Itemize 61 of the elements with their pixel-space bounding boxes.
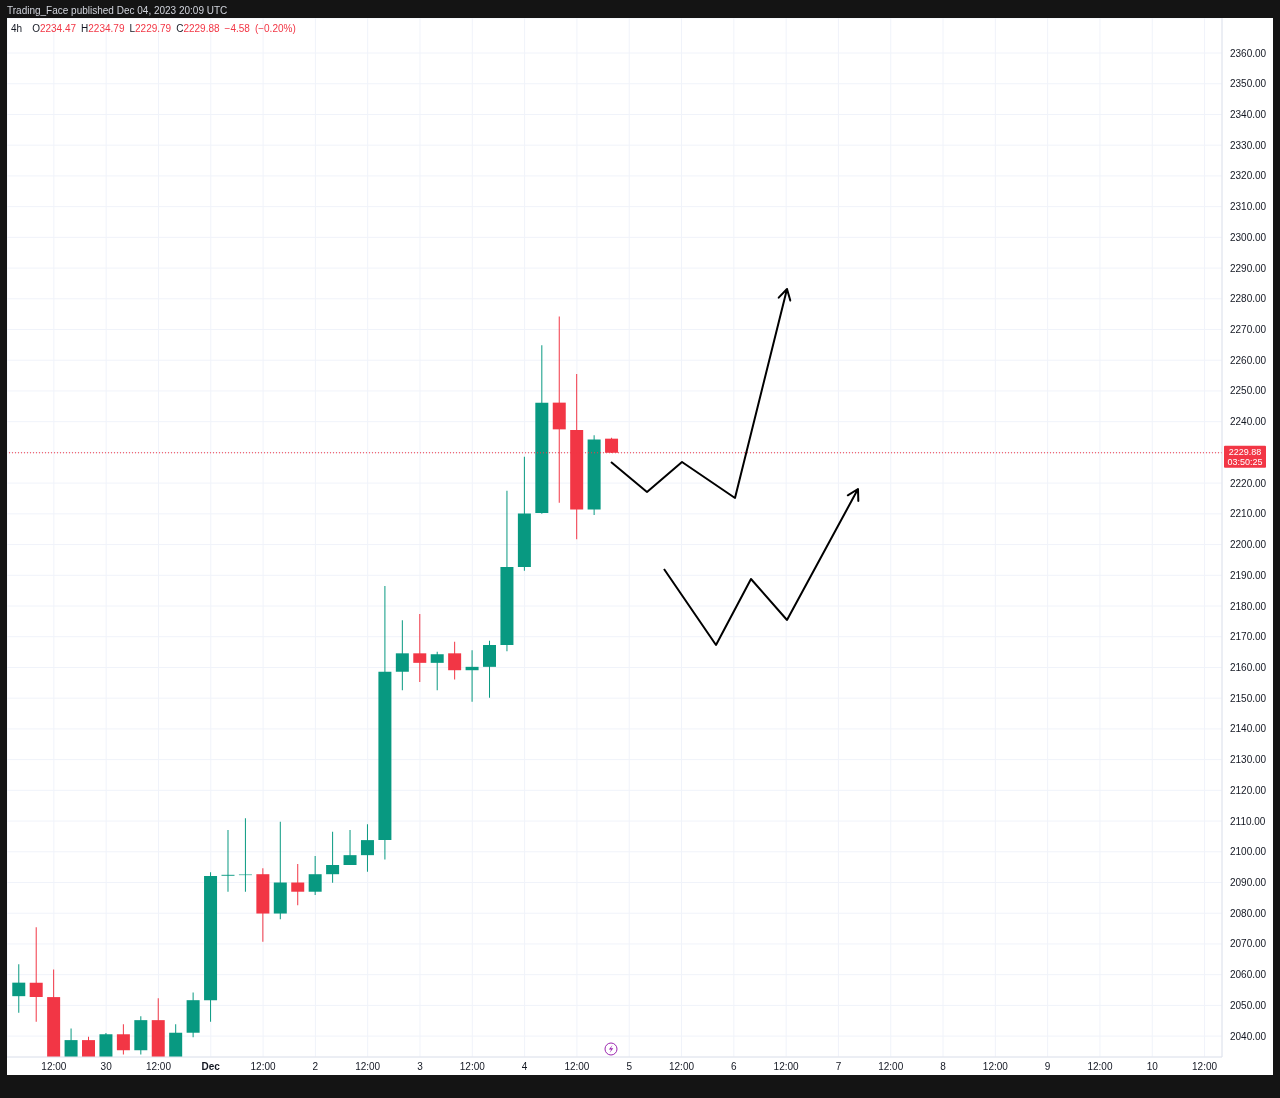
y-tick-label: 2300.00	[1230, 231, 1267, 243]
x-tick-label: 12:00	[250, 1061, 277, 1072]
x-tick-label: 30	[100, 1061, 113, 1072]
x-tick-label: Dec	[201, 1061, 221, 1072]
x-tick-label: 12:00	[145, 1061, 172, 1072]
y-tick-label: 2220.00	[1230, 477, 1267, 489]
x-tick-label: 12:00	[564, 1061, 590, 1072]
x-tick-label: 12:00	[1192, 1061, 1218, 1072]
x-tick-label: 8	[940, 1061, 947, 1072]
y-tick-label: 2190.00	[1230, 569, 1267, 581]
y-tick-label: 2280.00	[1230, 293, 1267, 305]
x-tick-label: 12:00	[669, 1061, 695, 1072]
text: Trading_Face published Dec 04, 2023 20:09 UTC	[7, 5, 228, 17]
y-tick-label: 2150.00	[1230, 692, 1267, 704]
y-tick-label: 2180.00	[1230, 600, 1267, 612]
y-tick-label: 2100.00	[1230, 846, 1267, 858]
x-tick-label: 9	[1044, 1061, 1051, 1072]
x-tick-label: 12:00	[1087, 1061, 1113, 1072]
text: O2234.47 H2234.79 L2229.79 C2229.88 −4.58 (−0.20%)	[32, 23, 296, 34]
x-tick-label: 12:00	[459, 1061, 486, 1072]
x-tick-label: 12:00	[982, 1061, 1009, 1072]
x-tick-label: 3	[417, 1061, 424, 1072]
x-tick-label: 5	[626, 1061, 633, 1072]
y-tick-label: 2040.00	[1230, 1030, 1267, 1042]
y-tick-label: 2320.00	[1230, 170, 1267, 182]
y-tick-label: 2240.00	[1230, 416, 1267, 428]
ref-line-label: 2229.88	[1228, 447, 1262, 458]
y-tick-label: 2160.00	[1230, 661, 1267, 673]
x-tick-label: 10	[1146, 1061, 1159, 1072]
x-tick-label: 12:00	[355, 1061, 381, 1072]
y-tick-label: 2130.00	[1230, 754, 1267, 766]
x-tick-label: 6	[731, 1061, 738, 1072]
y-tick-label: 2260.00	[1230, 354, 1267, 366]
y-tick-label: 2050.00	[1230, 999, 1267, 1011]
y-tick-label: 2310.00	[1230, 201, 1267, 213]
y-tick-label: 2270.00	[1230, 324, 1267, 336]
y-tick-label: 2060.00	[1230, 969, 1267, 981]
candlestick	[221, 829, 235, 892]
text: 4h	[11, 23, 23, 34]
y-tick-label: 2330.00	[1230, 139, 1267, 151]
x-tick-label: 4	[521, 1061, 528, 1072]
x-tick-label: 7	[835, 1061, 842, 1072]
x-tick-label: 12:00	[41, 1061, 67, 1072]
y-tick-label: 2070.00	[1230, 938, 1267, 950]
y-tick-label: 2250.00	[1230, 385, 1267, 397]
x-tick-label: 2	[312, 1061, 319, 1072]
y-tick-label: 2350.00	[1230, 78, 1267, 90]
y-tick-label: 2140.00	[1230, 723, 1267, 735]
y-tick-label: 2080.00	[1230, 907, 1267, 919]
y-tick-label: 2110.00	[1230, 815, 1266, 827]
y-tick-label: 2170.00	[1230, 631, 1267, 643]
y-tick-label: 2120.00	[1230, 784, 1267, 796]
y-tick-label: 2200.00	[1230, 539, 1267, 551]
text: 03:50:25	[1227, 456, 1263, 467]
y-tick-label: 2210.00	[1230, 508, 1267, 520]
y-tick-label: 2360.00	[1230, 47, 1267, 59]
y-tick-label: 2090.00	[1230, 877, 1267, 888]
x-tick-label: 12:00	[878, 1061, 904, 1072]
y-tick-label: 2290.00	[1230, 262, 1267, 274]
y-tick-label: 2340.00	[1230, 108, 1267, 120]
x-tick-label: 12:00	[773, 1061, 800, 1072]
